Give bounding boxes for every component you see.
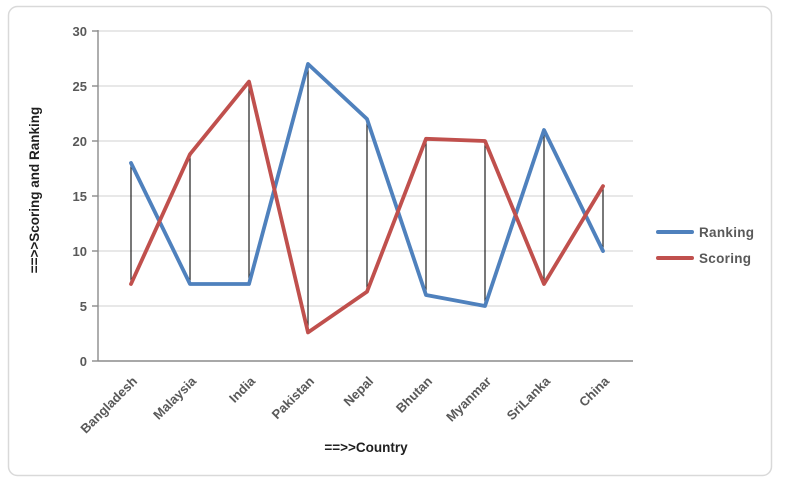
- y-tick-label: 0: [80, 354, 87, 369]
- chart-frame: [7, 5, 773, 477]
- legend-item-scoring: Scoring: [656, 245, 754, 271]
- legend: Ranking Scoring: [656, 219, 754, 271]
- x-category-label: Pakistan: [269, 373, 317, 421]
- x-category-label: SriLanka: [504, 373, 554, 423]
- x-category-label: Myanmar: [443, 374, 494, 425]
- y-axis-title: ==>>Scoring and Ranking: [27, 107, 42, 274]
- scoring-line: [129, 79, 605, 335]
- ranking-legend-line-swatch: [656, 230, 694, 234]
- x-category-label: Malaysia: [150, 373, 199, 422]
- y-tick-label: 20: [73, 134, 87, 149]
- x-category-label: Bangladesh: [77, 373, 140, 436]
- x-axis-title: ==>>Country: [324, 440, 408, 455]
- ranking-legend-label: Ranking: [699, 224, 755, 240]
- x-category-label: China: [576, 373, 613, 410]
- x-category-label: India: [226, 373, 259, 406]
- y-tick-label: 30: [73, 24, 87, 39]
- y-tick-label: 25: [73, 79, 87, 94]
- y-tick-label: 15: [73, 189, 87, 204]
- x-category-label: Nepal: [340, 374, 376, 410]
- scoring-legend-label: Scoring: [699, 250, 752, 266]
- scoring-legend-line-swatch: [656, 256, 694, 260]
- ranking-line: [129, 62, 605, 308]
- y-tick-label: 5: [80, 299, 87, 314]
- legend-item-ranking: Ranking: [656, 219, 754, 245]
- plot-layers: 0 5 10 15 20 25 30 Bangladesh Malaysia India Pakis…: [73, 24, 633, 436]
- x-category-label: Bhutan: [393, 373, 435, 415]
- y-tick-label: 10: [73, 244, 87, 259]
